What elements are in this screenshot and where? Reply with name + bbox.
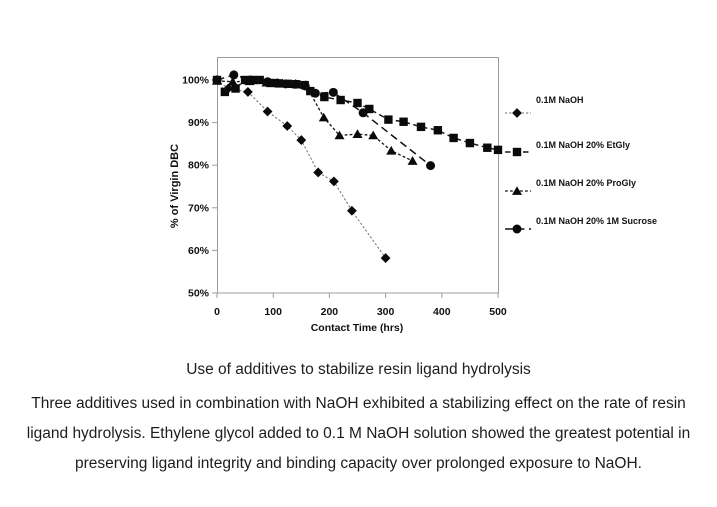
circle-marker [291, 79, 301, 89]
triangle-marker [352, 129, 363, 139]
circle-marker [300, 81, 310, 91]
circle-marker [358, 108, 368, 118]
y-tick-label: 70% [188, 202, 210, 214]
x-tick-label: 100 [264, 306, 282, 318]
y-tick-label: 60% [188, 245, 210, 257]
x-tick-label: 400 [433, 306, 451, 318]
x-tick-label: 300 [377, 306, 395, 318]
caption-body-line: ligand hydrolysis. Ethylene glycol added… [26, 425, 691, 442]
legend-label: 0.1M NaOH 20% EtGly [536, 140, 630, 150]
triangle-marker [334, 130, 345, 140]
y-tick-label: 80% [188, 160, 210, 172]
square-marker [336, 95, 345, 105]
square-marker [416, 122, 426, 132]
square-marker [231, 84, 240, 93]
y-tick-label: 90% [188, 117, 210, 129]
circle-marker [263, 77, 273, 87]
square-marker [449, 133, 458, 143]
circle-marker [328, 87, 338, 97]
legend-label: 0.1M NaOH [536, 95, 584, 105]
legend-entry-0-1m-naoh-20-etgly: 0.1M NaOH 20% EtGly [505, 140, 630, 157]
caption-title: Use of additives to stabilize resin liga… [186, 361, 531, 378]
square-marker [483, 143, 492, 152]
circle-marker [272, 78, 282, 88]
diamond-marker [346, 205, 357, 216]
triangle-marker [386, 145, 397, 155]
x-axis: 0 100 200 300 400 500 Contact Time (hrs) [214, 293, 507, 334]
circle-marker [512, 224, 522, 234]
diamond-marker [512, 108, 522, 118]
series-line [216, 74, 432, 167]
square-marker [365, 104, 374, 114]
square-marker [465, 138, 475, 148]
y-axis: 100% 90% 80% 70% 60% 50% % of Virgin DBC [169, 75, 217, 300]
x-axis-title: Contact Time (hrs) [311, 322, 404, 334]
diamond-marker [243, 87, 253, 97]
circle-marker [310, 88, 320, 98]
dbc-chart: 100% 90% 80% 70% 60% 50% % of Virgin DBC 0 100 20… [169, 57, 657, 334]
legend-entry-0-1m-naoh-20-progly: 0.1M NaOH 20% ProGly [505, 178, 636, 195]
series-0-1m-naoh-20-1m-sucrose [212, 70, 436, 171]
square-marker [384, 115, 393, 124]
triangle-marker [318, 112, 329, 122]
square-marker [220, 87, 230, 97]
legend-entry-0-1m-naoh: 0.1M NaOH [505, 95, 584, 118]
y-tick-label: 100% [182, 75, 210, 87]
circle-marker [229, 70, 239, 80]
diamond-marker [262, 106, 273, 117]
caption-body-line: Three additives used in combination with… [31, 395, 686, 412]
square-marker [493, 145, 503, 155]
triangle-marker [512, 186, 522, 195]
square-marker [320, 92, 329, 102]
square-marker [433, 126, 443, 135]
square-marker [353, 98, 362, 108]
circle-marker [281, 79, 291, 89]
square-marker [306, 86, 315, 96]
diamond-marker [380, 253, 391, 263]
diamond-marker [313, 167, 324, 178]
x-tick-label: 200 [321, 306, 339, 318]
caption-body-line: preserving ligand integrity and binding … [75, 455, 642, 472]
y-axis-title: % of Virgin DBC [169, 144, 181, 228]
x-tick-label: 0 [214, 306, 220, 318]
series-0-1m-naoh-20-etgly [212, 75, 503, 155]
series-line [216, 79, 387, 259]
legend-label: 0.1M NaOH 20% ProGly [536, 178, 636, 188]
legend-label: 0.1M NaOH 20% 1M Sucrose [536, 216, 657, 226]
series-0-1m-naoh [212, 75, 391, 263]
circle-marker [246, 75, 256, 85]
x-tick-label: 500 [489, 306, 507, 318]
square-marker [240, 75, 250, 85]
diamond-marker [328, 176, 339, 187]
square-marker [399, 117, 408, 126]
triangle-marker [368, 130, 379, 140]
square-marker [255, 75, 264, 85]
triangle-marker [227, 76, 238, 86]
figure-caption: Use of additives to stabilize resin liga… [0, 359, 717, 479]
legend: 0.1M NaOH 0.1M NaOH 20% EtGly 0.1M NaOH 20… [505, 95, 657, 234]
legend-entry-0-1m-naoh-20-1m-sucrose: 0.1M NaOH 20% 1M Sucrose [505, 216, 657, 234]
plot-border [217, 57, 499, 294]
y-tick-label: 50% [188, 288, 210, 300]
triangle-marker [407, 156, 418, 165]
diamond-marker [296, 135, 307, 145]
circle-marker [212, 75, 222, 85]
square-marker [512, 147, 522, 157]
diamond-marker [282, 121, 293, 131]
circle-marker [426, 161, 436, 171]
